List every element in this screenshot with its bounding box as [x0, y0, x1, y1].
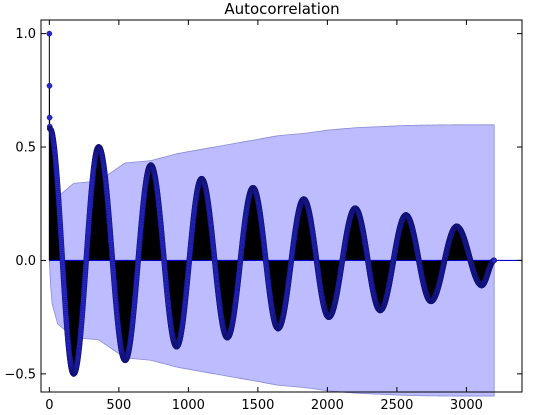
acf-point: [46, 30, 53, 37]
marker-layer: [46, 30, 498, 377]
acf-point: [46, 82, 53, 89]
chart-title: Autocorrelation: [224, 0, 339, 18]
acf-point: [46, 114, 53, 121]
